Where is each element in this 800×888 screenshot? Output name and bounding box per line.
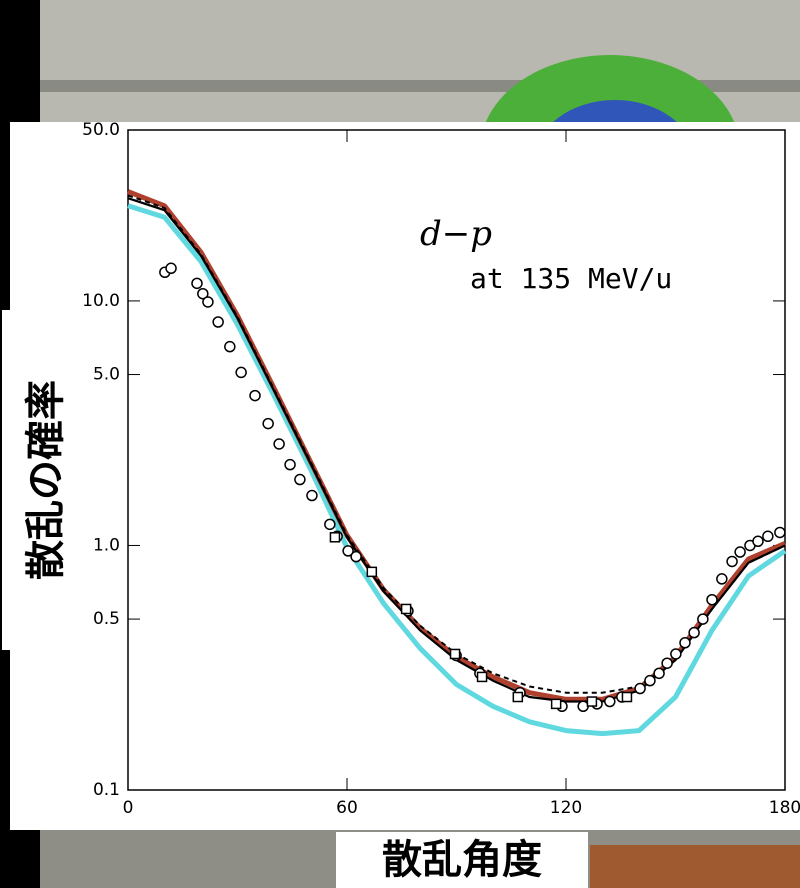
circle-point	[350, 550, 362, 563]
square-point	[621, 691, 633, 703]
square-point	[449, 648, 461, 660]
circle-point	[165, 262, 177, 275]
circle-point	[697, 613, 709, 625]
circle-point	[752, 535, 764, 548]
circle-point	[688, 626, 700, 639]
y-tick-label: 0.1	[93, 780, 120, 800]
circle-point	[324, 518, 336, 531]
circle-point	[224, 340, 236, 353]
plot-frame	[127, 129, 786, 791]
square-point	[586, 696, 598, 707]
circle-point	[342, 545, 354, 557]
circle-point	[644, 674, 656, 687]
square-point	[476, 671, 488, 683]
circle-point	[191, 277, 203, 290]
square-point	[329, 532, 341, 543]
y-tick-label: 0.5	[93, 609, 120, 629]
x-axis-label: 散乱角度	[382, 837, 542, 883]
circle-point	[670, 648, 682, 660]
circle-point	[197, 287, 209, 300]
xlabel-panel	[336, 832, 588, 888]
curve	[127, 203, 787, 737]
circle-point	[249, 389, 261, 402]
circle-point	[306, 489, 318, 502]
y-tick-label: 50.0	[82, 120, 120, 140]
circle-point	[661, 657, 673, 669]
circle-point	[679, 637, 691, 649]
x-tick-label: 180	[769, 798, 800, 818]
circle-point	[202, 296, 214, 308]
circle-point	[262, 417, 274, 430]
circle-point	[774, 526, 786, 539]
annotation: at 135 MeV/u	[470, 262, 672, 295]
square-point	[400, 603, 412, 615]
circle-point	[734, 546, 746, 558]
square-point	[512, 691, 524, 703]
circle-point	[212, 316, 224, 328]
circle-point	[634, 682, 646, 695]
x-tick-label: 0	[123, 798, 134, 818]
circle-point	[235, 366, 247, 379]
circle-point	[762, 530, 774, 543]
ylabel-panel	[2, 310, 80, 650]
plot-panel	[10, 122, 800, 830]
circle-point	[726, 555, 738, 568]
y-tick-label: 5.0	[93, 365, 120, 385]
x-tick-label: 120	[550, 798, 582, 818]
annotation: d−p	[420, 214, 492, 254]
y-axis-label: 散乱の確率	[23, 380, 69, 580]
y-tick-label: 1.0	[93, 535, 120, 555]
circle-point	[604, 695, 616, 708]
circle-point	[706, 593, 718, 606]
x-tick-label: 60	[336, 798, 358, 818]
circle-point	[653, 667, 665, 680]
circle-point	[284, 458, 296, 471]
circle-point	[716, 573, 728, 585]
circle-point	[577, 700, 589, 713]
square-point	[550, 698, 562, 710]
floor-object	[590, 845, 800, 888]
circle-point	[273, 438, 285, 450]
y-tick-label: 10.0	[82, 291, 120, 311]
circle-point	[294, 473, 306, 486]
square-point	[366, 566, 378, 578]
